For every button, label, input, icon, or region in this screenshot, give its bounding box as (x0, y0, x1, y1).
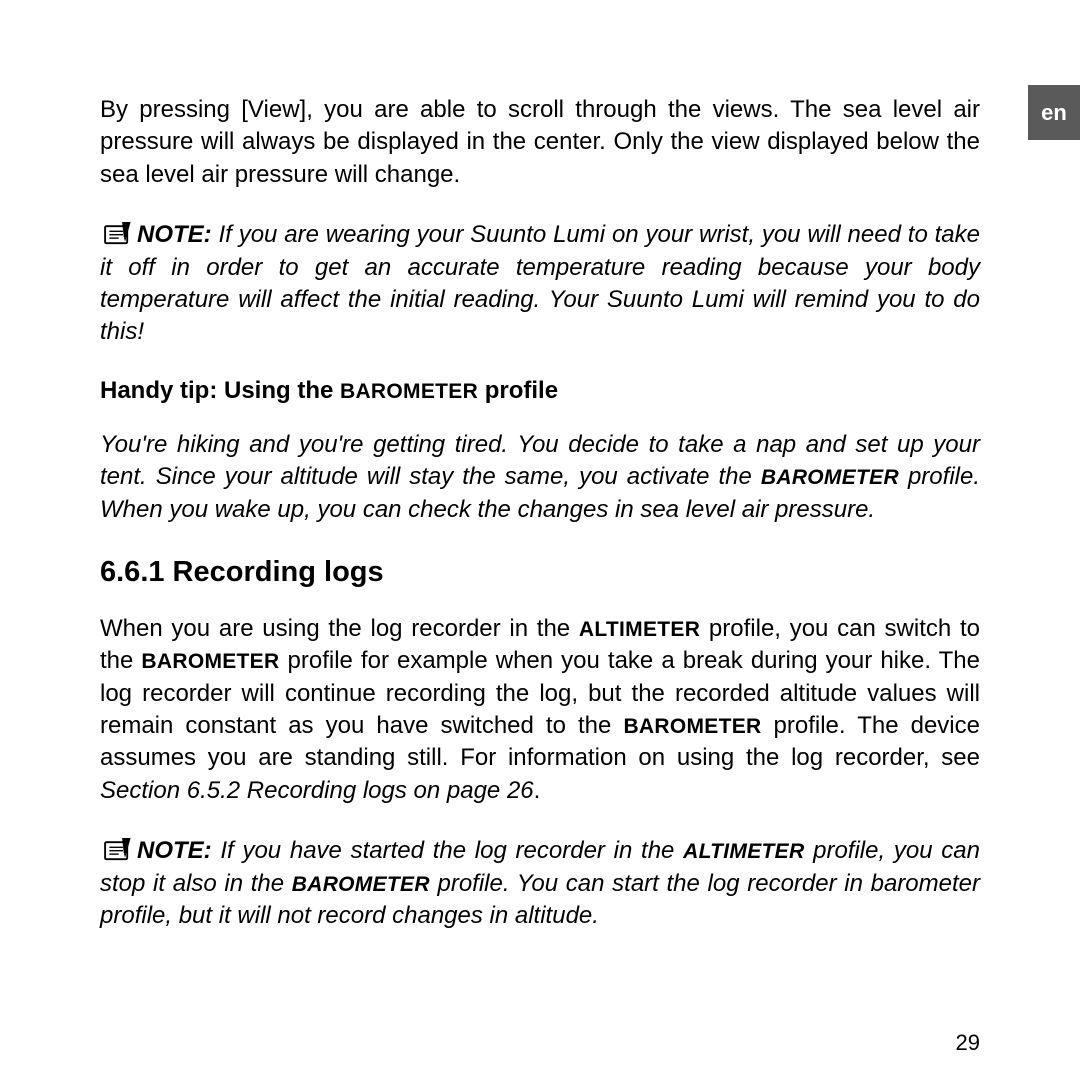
note-block-1: NOTE: If you are wearing your Suunto Lum… (100, 219, 980, 349)
tip-heading: Handy tip: Using the BAROMETER profile (100, 377, 980, 405)
note-label-1: NOTE: (137, 221, 212, 248)
note-label-2: NOTE: (137, 837, 212, 864)
section-heading: 6.6.1 Recording logs (100, 556, 980, 589)
para2-small2: BAROMETER (141, 650, 279, 673)
para2-small3: BAROMETER (623, 715, 761, 738)
note-icon (100, 220, 134, 246)
note2-small1: ALTIMETER (683, 840, 804, 863)
note-icon (100, 836, 134, 862)
manual-page: en By pressing [View], you are able to s… (0, 0, 1080, 1080)
note2-small2: BAROMETER (292, 873, 430, 896)
language-tab: en (1028, 85, 1080, 140)
note-block-2: NOTE: If you have started the log record… (100, 835, 980, 932)
page-number: 29 (956, 1030, 980, 1056)
tip-heading-smallcaps: BAROMETER (340, 380, 478, 403)
intro-paragraph: By pressing [View], you are able to scro… (100, 94, 980, 191)
para2-e: . (534, 777, 541, 804)
tip-paragraph: You're hiking and you're getting tired. … (100, 429, 980, 526)
tip-heading-post: profile (478, 377, 558, 404)
language-label: en (1041, 100, 1067, 126)
section-paragraph: When you are using the log recorder in t… (100, 613, 980, 807)
tip-heading-pre: Handy tip: Using the (100, 377, 340, 404)
tip-text-smallcaps: BAROMETER (761, 466, 899, 489)
para2-ref: Section 6.5.2 Recording logs on page 26 (100, 777, 534, 804)
note2-a: If you have started the log recorder in … (212, 837, 683, 864)
para2-a: When you are using the log recorder in t… (100, 615, 579, 642)
note-text-1: If you are wearing your Suunto Lumi on y… (100, 221, 980, 345)
para2-small1: ALTIMETER (579, 618, 700, 641)
